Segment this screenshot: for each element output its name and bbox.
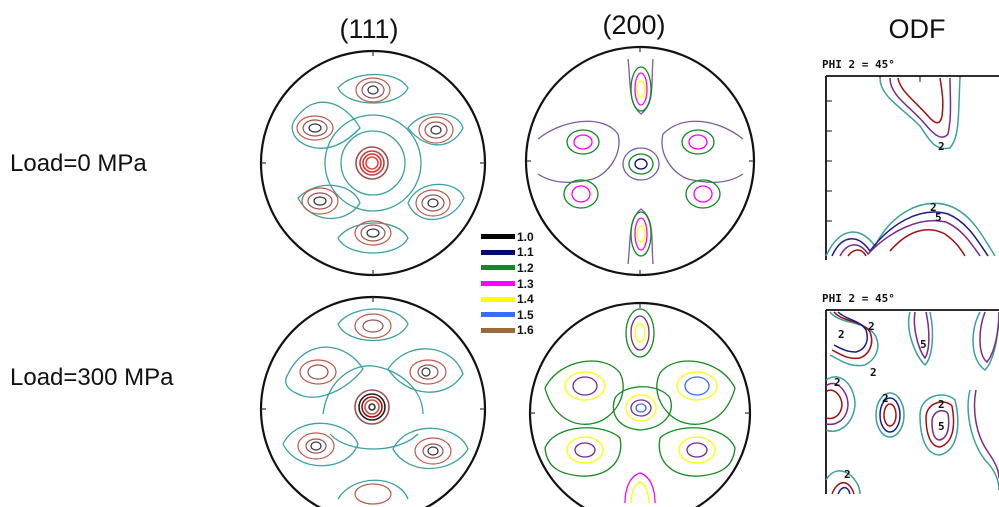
legend-label: 1.0 [517, 229, 534, 244]
legend-item: 1.0 [481, 229, 534, 245]
legend-swatch [481, 234, 515, 240]
legend-item: 1.2 [481, 260, 534, 276]
odf-section-load-0: PHI 2 = 45° 2 2 5 [822, 58, 999, 260]
header-200: (200) [602, 10, 666, 40]
odf-contour-label-2b: 2 [868, 320, 875, 333]
legend-item: 1.1 [481, 245, 534, 261]
odf-contour-label-2g: 2 [844, 468, 851, 481]
odf-section-load-300: PHI 2 = 45° 2 2 5 2 2 2 2 5 2 [822, 292, 999, 495]
legend-label: 1.5 [517, 307, 534, 322]
odf-section-label-300: PHI 2 = 45° [822, 292, 895, 305]
legend-swatch [481, 281, 515, 287]
odf-section-label-0: PHI 2 = 45° [822, 58, 895, 71]
legend-item: 1.4 [481, 291, 534, 307]
pole-figure-200-load-0 [524, 45, 756, 277]
legend-swatch [481, 249, 515, 255]
row-label-load-0: Load=0 MPa [10, 150, 147, 177]
legend-item: 1.3 [481, 276, 534, 292]
odf-contour-label-5a: 5 [920, 338, 927, 351]
odf-contour-label-5: 5 [935, 211, 942, 224]
header-111: (111) [339, 14, 399, 44]
legend-label: 1.6 [517, 323, 534, 338]
odf-contour-label-2a: 2 [838, 328, 845, 341]
odf-contour-label-2e: 2 [882, 392, 889, 405]
legend-label: 1.4 [517, 292, 534, 307]
odf-contour-label-2b: 2 [930, 201, 937, 214]
row-label-load-300: Load=300 MPa [10, 364, 174, 391]
legend-item: 1.6 [481, 323, 534, 339]
legend-item: 1.5 [481, 307, 534, 323]
legend-swatch [481, 312, 515, 318]
odf-contour-label-2c: 2 [870, 366, 877, 379]
legend-swatch [481, 265, 515, 271]
legend-label: 1.2 [517, 260, 534, 275]
odf-contour-label-2d: 2 [834, 376, 841, 389]
pole-figure-111-load-300 [259, 295, 487, 507]
legend: 1.0 1.1 1.2 1.3 1.4 1.5 1.6 [481, 229, 534, 338]
legend-swatch [481, 327, 515, 333]
odf-contour-label-2a: 2 [938, 140, 945, 153]
header-odf: ODF [888, 14, 946, 44]
odf-contour-label-5b: 5 [938, 420, 945, 433]
pole-figure-200-load-300 [528, 301, 752, 507]
odf-contour-label-2f: 2 [938, 398, 945, 411]
legend-label: 1.1 [517, 245, 534, 260]
legend-label: 1.3 [517, 276, 534, 291]
legend-swatch [481, 296, 515, 302]
pole-figure-111-load-0 [259, 49, 487, 277]
